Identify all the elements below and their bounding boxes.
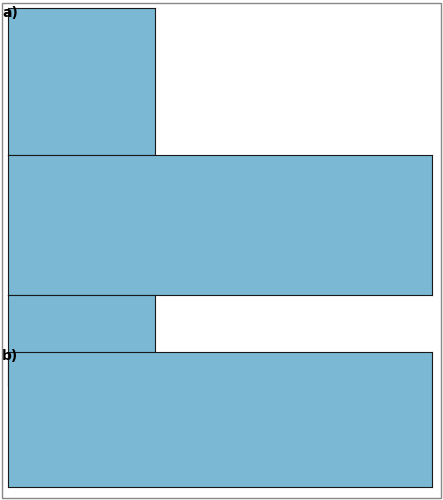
Text: a): a) [2, 6, 18, 20]
Text: b): b) [2, 350, 19, 364]
